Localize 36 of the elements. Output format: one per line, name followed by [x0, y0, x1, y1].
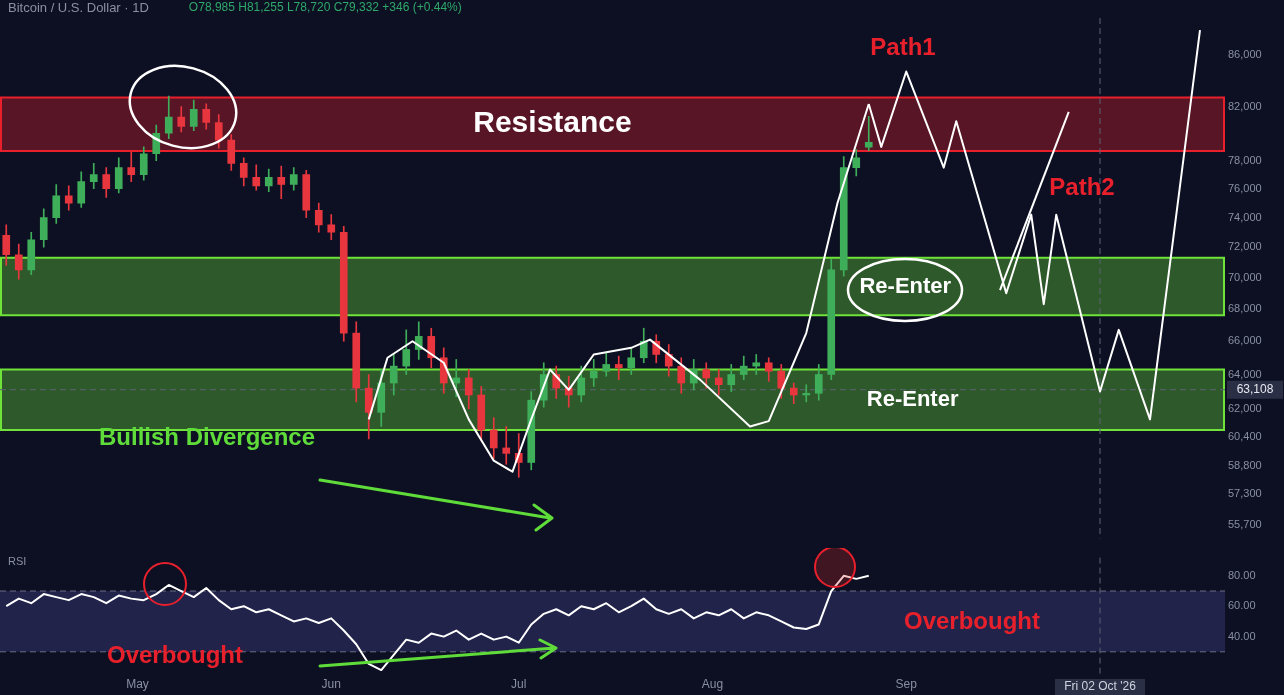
y-tick-label: 74,000	[1228, 210, 1262, 223]
annotation: Path1	[870, 32, 936, 60]
y-tick-label: 78,000	[1228, 153, 1262, 166]
chart-title: RSI	[8, 555, 27, 568]
annotation: Bullish Divergence	[98, 422, 316, 450]
y-tick-label: 82,000	[1228, 99, 1262, 112]
y-tick-label: 58,800	[1228, 459, 1262, 472]
y-tick-label: 72,000	[1228, 240, 1262, 253]
y-tick-label: 40.00	[1228, 629, 1256, 642]
y-tick-label: 57,300	[1228, 487, 1262, 500]
ref-line-label: 63,108	[1236, 382, 1274, 397]
x-tick-label: Jul	[511, 677, 527, 692]
x-tick-label: May	[126, 677, 149, 692]
annotation: Overbought	[904, 606, 1040, 634]
annotation: Overbought	[107, 640, 243, 668]
y-tick-label: 68,000	[1228, 302, 1262, 315]
y-tick-label: 76,000	[1228, 181, 1262, 194]
x-tick-label: Aug	[701, 677, 724, 692]
annotation: Path2	[1049, 172, 1115, 200]
y-tick-label: 80.00	[1228, 568, 1256, 581]
chart-title: Bitcoin / U.S. Dollar · 1D	[8, 0, 149, 15]
band-label: Re-Enter	[859, 272, 952, 298]
y-tick-label: 60,400	[1228, 430, 1262, 443]
x-tick-label: Sep	[895, 677, 918, 692]
y-tick-label: 60.00	[1228, 599, 1256, 612]
y-tick-label: 62,000	[1228, 401, 1262, 414]
band-label: Resistance	[473, 105, 632, 139]
y-tick-label: 86,000	[1228, 48, 1262, 61]
y-tick-label: 70,000	[1228, 270, 1262, 283]
y-tick-label: 55,700	[1228, 517, 1262, 530]
band-label: Re-Enter	[866, 385, 959, 411]
ref-line-label: Fri 02 Oct '26	[1064, 679, 1137, 694]
y-tick-label: 66,000	[1228, 334, 1262, 347]
y-tick-label: 64,000	[1228, 367, 1262, 380]
chart-subtitle: O78,985 H81,255 L78,720 C79,332 +346 (+0.44%)	[188, 0, 462, 15]
x-tick-label: Jun	[321, 677, 341, 692]
